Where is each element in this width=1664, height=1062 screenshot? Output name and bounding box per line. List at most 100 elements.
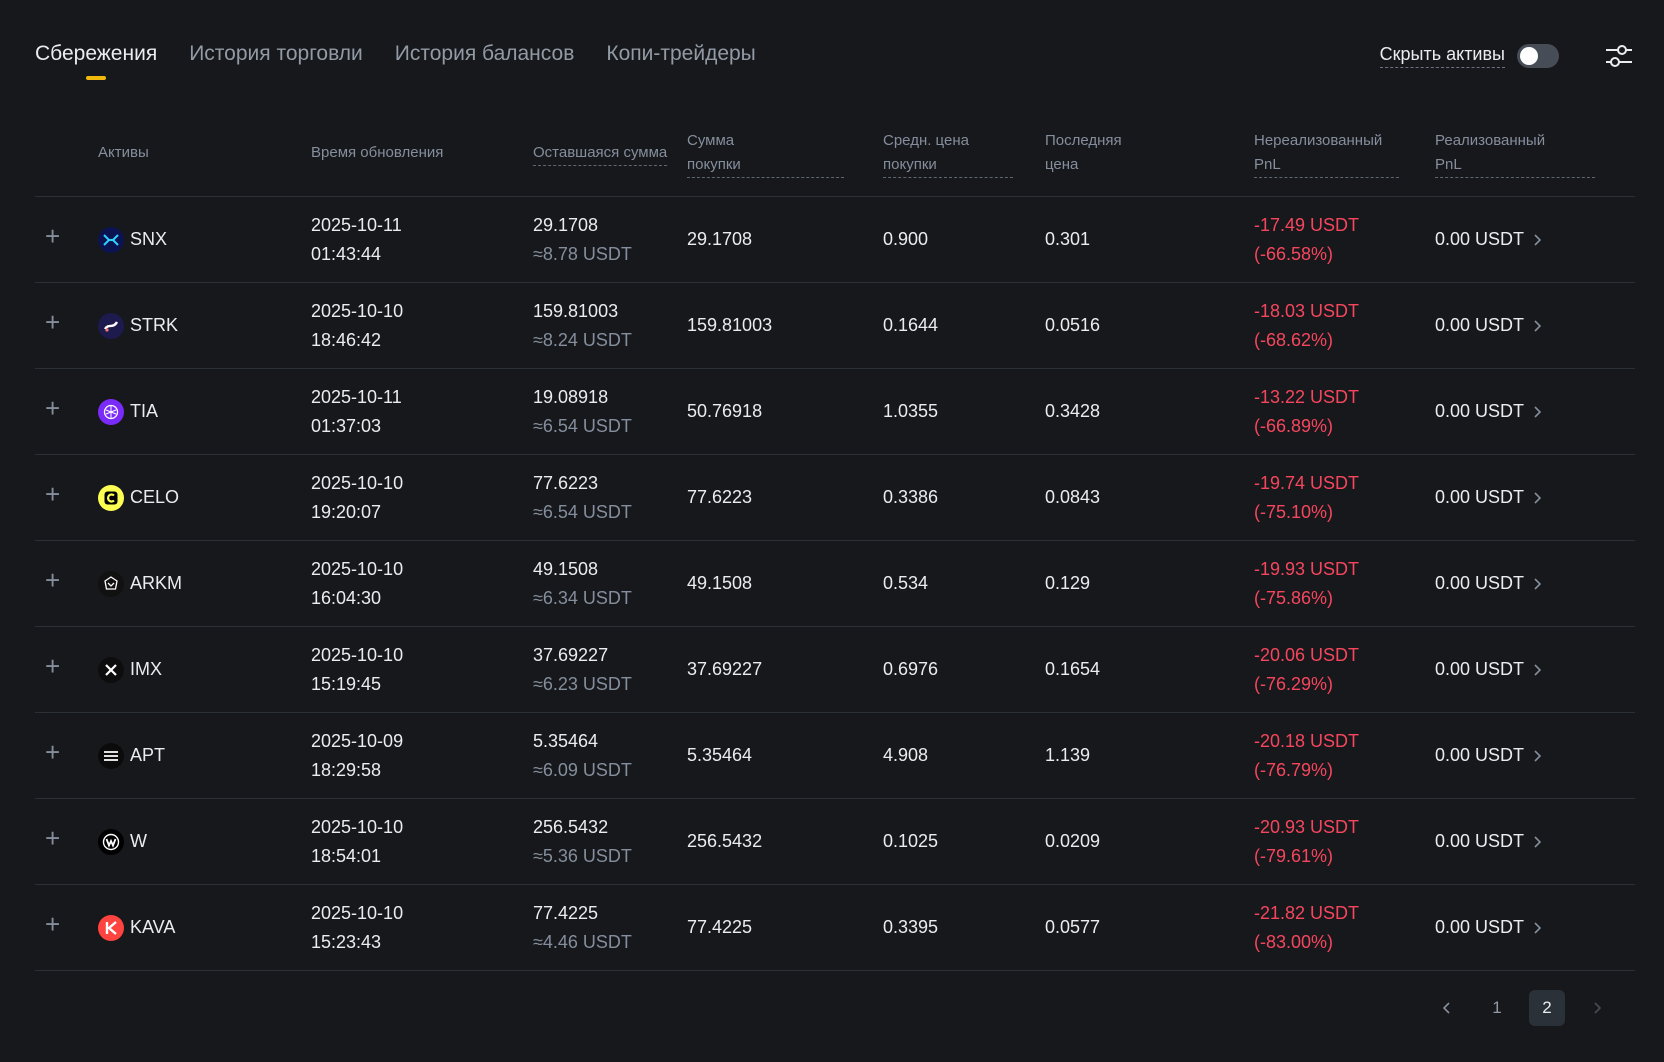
page-2-button[interactable]: 2 [1529, 990, 1565, 1026]
hide-assets-toggle[interactable] [1517, 44, 1559, 68]
savings-page: Сбережения История торговли История бала… [35, 0, 1635, 1026]
realized-pnl-link[interactable]: 0.00 USDT [1435, 311, 1635, 340]
col-header-unrealized-pnl[interactable]: Нереализованный PnL [1254, 110, 1435, 197]
asset-link[interactable]: TIA [98, 397, 311, 426]
unrealized-pnl-cell: -19.93 USDT (-75.86%) [1254, 540, 1435, 627]
update-time: 18:29:58 [311, 759, 382, 780]
filter-settings-button[interactable] [1603, 40, 1635, 72]
realized-pnl-link[interactable]: 0.00 USDT [1435, 741, 1635, 770]
chevron-right-icon [1534, 319, 1542, 332]
unrealized-pnl-percent: (-66.58%) [1254, 243, 1334, 264]
unrealized-pnl-cell: -20.06 USDT (-76.29%) [1254, 626, 1435, 713]
tia-logo-icon [98, 398, 124, 425]
expand-row-button[interactable]: + [45, 479, 61, 509]
col-header-purchase[interactable]: Сумма покупки [687, 110, 883, 197]
tab-trade-history[interactable]: История торговли [189, 42, 363, 65]
realized-pnl-cell: 0.00 USDT [1435, 540, 1635, 627]
col-header-asset: Активы [98, 110, 311, 197]
strk-logo-icon [98, 312, 124, 339]
remaining-usdt: ≈5.36 USDT [533, 845, 632, 866]
asset-link[interactable]: STRK [98, 311, 311, 340]
expand-row-button[interactable]: + [45, 307, 61, 337]
remaining-cell: 256.5432 ≈5.36 USDT [533, 798, 687, 885]
pagination: 1 2 [1429, 990, 1615, 1026]
asset-cell: ARKM [98, 540, 311, 627]
tab-balance-history[interactable]: История балансов [394, 42, 575, 65]
updated-cell: 2025-10-11 01:43:44 [311, 196, 533, 283]
last-price: 0.0209 [1045, 798, 1254, 885]
avg-price: 0.1025 [883, 798, 1045, 885]
unrealized-pnl: -21.82 USDT [1254, 902, 1360, 923]
expand-row-button[interactable]: + [45, 393, 61, 423]
realized-pnl-link[interactable]: 0.00 USDT [1435, 913, 1635, 942]
chevron-right-icon [1534, 663, 1542, 676]
updated-cell: 2025-10-10 15:19:45 [311, 626, 533, 713]
asset-cell: IMX [98, 626, 311, 713]
expand-row-button[interactable]: + [45, 651, 61, 681]
asset-link[interactable]: SNX [98, 225, 311, 254]
celo-logo-icon [98, 484, 124, 511]
col-header-last-price: Последняя цена [1045, 110, 1254, 197]
avg-price: 1.0355 [883, 368, 1045, 455]
last-price: 0.301 [1045, 196, 1254, 283]
asset-link[interactable]: IMX [98, 655, 311, 684]
asset-link[interactable]: KAVA [98, 913, 311, 942]
asset-link[interactable]: ARKM [98, 569, 311, 598]
unrealized-pnl-percent: (-79.61%) [1254, 845, 1334, 866]
update-date: 2025-10-11 [311, 386, 402, 407]
last-price: 0.0577 [1045, 884, 1254, 971]
expand-row-button[interactable]: + [45, 565, 61, 595]
table-header-row: Активы Время обновления Оставшаяся сумма… [35, 110, 1635, 197]
tab-copy-traders[interactable]: Копи-трейдеры [606, 42, 756, 65]
asset-symbol: STRK [130, 315, 179, 335]
unrealized-pnl: -20.18 USDT [1254, 730, 1360, 751]
realized-pnl-cell: 0.00 USDT [1435, 712, 1635, 799]
remaining-cell: 19.08918 ≈6.54 USDT [533, 368, 687, 455]
col-header-avg-price[interactable]: Средн. цена покупки [883, 110, 1045, 197]
realized-pnl-link[interactable]: 0.00 USDT [1435, 397, 1635, 426]
realized-pnl-link[interactable]: 0.00 USDT [1435, 225, 1635, 254]
purchase-amount: 77.4225 [687, 884, 883, 971]
asset-symbol: TIA [130, 401, 159, 421]
page-1-button[interactable]: 1 [1492, 998, 1502, 1017]
realized-pnl-cell: 0.00 USDT [1435, 196, 1635, 283]
remaining-cell: 29.1708 ≈8.78 USDT [533, 196, 687, 283]
asset-symbol: APT [130, 745, 166, 765]
avg-price: 0.1644 [883, 282, 1045, 369]
remaining-usdt: ≈6.23 USDT [533, 673, 632, 694]
expand-row-button[interactable]: + [45, 823, 61, 853]
chevron-right-icon [1534, 749, 1542, 762]
remaining-cell: 77.6223 ≈6.54 USDT [533, 454, 687, 541]
unrealized-pnl-percent: (-66.89%) [1254, 415, 1334, 436]
expand-row-button[interactable]: + [45, 221, 61, 251]
realized-pnl-link[interactable]: 0.00 USDT [1435, 483, 1635, 512]
col-header-remaining[interactable]: Оставшаяся сумма [533, 110, 687, 197]
unrealized-pnl: -19.93 USDT [1254, 558, 1360, 579]
tab-savings[interactable]: Сбережения [35, 42, 157, 80]
next-page-button[interactable] [1579, 990, 1615, 1026]
prev-page-button[interactable] [1429, 990, 1465, 1026]
purchase-amount: 5.35464 [687, 712, 883, 799]
asset-cell: APT [98, 712, 311, 799]
unrealized-pnl-percent: (-76.79%) [1254, 759, 1334, 780]
avg-price: 0.3386 [883, 454, 1045, 541]
expand-row-button[interactable]: + [45, 909, 61, 939]
update-time: 19:20:07 [311, 501, 382, 522]
updated-cell: 2025-10-10 16:04:30 [311, 540, 533, 627]
update-date: 2025-10-09 [311, 730, 404, 751]
realized-pnl-link[interactable]: 0.00 USDT [1435, 827, 1635, 856]
last-price: 0.129 [1045, 540, 1254, 627]
asset-link[interactable]: CELO [98, 483, 311, 512]
expand-row-button[interactable]: + [45, 737, 61, 767]
asset-link[interactable]: APT [98, 741, 311, 770]
realized-pnl-link[interactable]: 0.00 USDT [1435, 569, 1635, 598]
realized-pnl-link[interactable]: 0.00 USDT [1435, 655, 1635, 684]
unrealized-pnl-percent: (-75.86%) [1254, 587, 1334, 608]
unrealized-pnl-percent: (-76.29%) [1254, 673, 1334, 694]
table-row: + W 2025-10-10 18:54:01 256.5432 ≈5.36 USDT 25… [35, 798, 1635, 885]
updated-cell: 2025-10-10 15:23:43 [311, 884, 533, 971]
remaining-amount: 77.6223 [533, 472, 599, 493]
asset-link[interactable]: W [98, 827, 311, 856]
remaining-usdt: ≈8.78 USDT [533, 243, 632, 264]
col-header-realized-pnl[interactable]: Реализованный PnL [1435, 110, 1635, 197]
